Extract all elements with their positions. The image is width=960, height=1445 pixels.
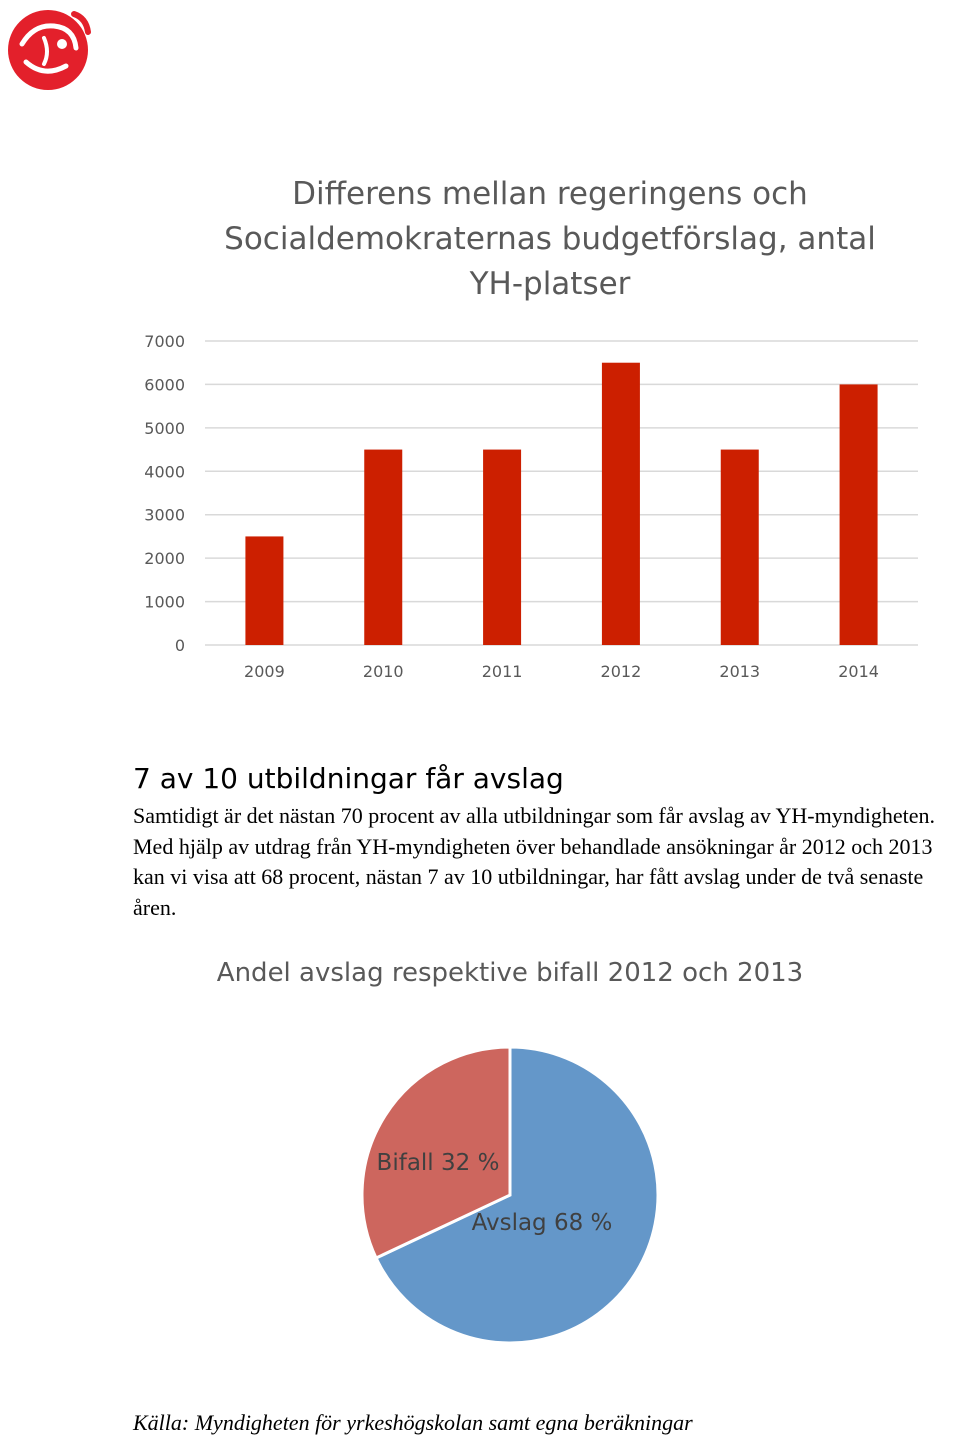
x-tick-label: 2010 bbox=[363, 662, 404, 681]
y-tick-label: 2000 bbox=[144, 549, 185, 568]
x-tick-label: 2009 bbox=[244, 662, 285, 681]
y-tick-label: 5000 bbox=[144, 419, 185, 438]
bar-2009 bbox=[245, 536, 284, 645]
bar-2012 bbox=[601, 362, 640, 645]
x-tick-label: 2011 bbox=[482, 662, 523, 681]
bar-2011 bbox=[483, 449, 522, 645]
bar-2013 bbox=[720, 449, 759, 645]
y-tick-label: 3000 bbox=[144, 506, 185, 525]
pie-slice-avslag bbox=[374, 1045, 660, 1345]
x-tick-label: 2013 bbox=[719, 662, 760, 681]
y-tick-label: 0 bbox=[175, 636, 185, 655]
y-tick-label: 4000 bbox=[144, 462, 185, 481]
section-body: Samtidigt är det nästan 70 procent av al… bbox=[133, 803, 935, 920]
y-tick-label: 6000 bbox=[144, 375, 185, 394]
y-tick-label: 7000 bbox=[144, 332, 185, 351]
section-heading: 7 av 10 utbildningar får avslag bbox=[133, 762, 564, 795]
pie-slice-bifall bbox=[360, 1045, 512, 1261]
pie-slice-label: Avslag 68 % bbox=[472, 1210, 613, 1236]
pie-chart-title: Andel avslag respektive bifall 2012 och … bbox=[216, 958, 804, 988]
y-tick-label: 1000 bbox=[144, 593, 185, 612]
bar-chart-title: Differens mellan regeringens och Sociald… bbox=[224, 176, 876, 302]
x-tick-label: 2014 bbox=[838, 662, 879, 681]
bar-2014 bbox=[839, 384, 878, 645]
pie-slice-label: Bifall 32 % bbox=[377, 1150, 500, 1176]
bar-chart: 0 1000 2000 3000 4000 5000 6000 7000 2009 2010 201… bbox=[144, 332, 918, 681]
x-tick-label: 2012 bbox=[601, 662, 642, 681]
pie-chart: Avslag 68 % Bifall 32 % bbox=[360, 1045, 660, 1345]
source-note: Källa: Myndigheten för yrkeshögskolan sa… bbox=[133, 1410, 693, 1435]
rose-logo-icon bbox=[8, 10, 91, 90]
bar-2010 bbox=[364, 449, 403, 645]
